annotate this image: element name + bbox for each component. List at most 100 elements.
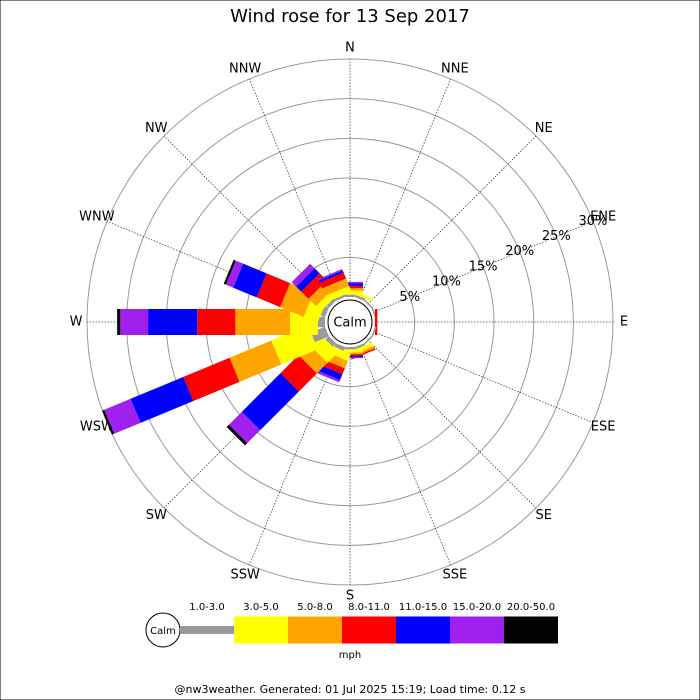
sector [318,269,352,302]
bar-segment [320,305,329,318]
bar-segment [318,269,343,281]
spoke [367,135,537,305]
bar-segment [280,355,317,392]
legend-calm-label: Calm [150,626,176,637]
legend-swatch [288,616,342,644]
sector [348,289,374,302]
legend-label: 20.0-50.0 [507,602,555,613]
legend-label: 3.0-5.0 [243,602,278,613]
bar-segment [120,309,149,335]
legend-swatch [180,626,234,634]
ring-label: 10% [432,275,461,290]
direction-label: NE [535,121,553,136]
bar-segment [354,343,366,350]
legend-label: 8.0-11.0 [348,602,390,613]
spoke [367,339,537,509]
bar-segment [326,298,336,308]
ring-label: 15% [469,259,498,274]
bar-segment [348,289,374,302]
bar-segment [102,409,115,435]
legend-label: 15.0-20.0 [453,602,501,613]
ring-label: 20% [505,244,534,259]
bar-segment [317,316,326,328]
bar-segment [296,268,320,292]
sector [371,326,377,337]
bar-segment [256,273,291,308]
sector [364,299,373,308]
bar-segment [337,290,363,295]
bar-segment [337,357,363,359]
bar-segment [334,294,346,301]
bar-segment [337,285,363,289]
direction-label: S [346,589,354,604]
ring-label: 5% [399,290,420,305]
direction-label: WSW [80,419,114,434]
direction-label: N [345,41,355,56]
bar-segment [291,263,315,287]
bar-segment [337,283,363,286]
bar-segment [374,309,378,335]
legend-swatch [504,616,558,644]
direction-label: WNW [79,210,115,225]
calm-circle [327,299,373,345]
bar-segment [228,411,261,444]
direction-label: E [620,315,628,330]
bar-segment [117,309,121,335]
bar-segment [229,340,282,382]
bar-segment [197,309,236,335]
bar-segment [364,336,373,345]
bar-segment [319,272,347,289]
spoke [359,78,452,300]
legend-swatch [396,616,450,644]
sector [117,309,326,335]
calm-label: Calm [333,316,366,331]
legend-swatch [450,616,504,644]
bar-segment [310,326,329,343]
ring-label: 30% [579,214,608,229]
bar-segment [344,347,356,350]
bar-segment [104,398,141,434]
bar-segment [148,309,198,335]
direction-label: NNW [229,61,261,76]
bar-segment [354,294,366,301]
bar-segment [337,355,363,358]
bar-segment [325,336,336,347]
bar-segment [337,352,363,355]
direction-label: SW [146,508,167,523]
sector [374,309,378,335]
bar-segment [130,376,194,423]
sector [364,336,373,345]
spoke [248,344,341,566]
bar-segment [235,309,291,335]
bar-segment [271,325,318,365]
spoke [372,331,594,424]
legend-swatch [342,616,396,644]
bar-segment [337,349,363,353]
spoke [359,344,452,566]
sector [102,325,329,435]
spoke [248,78,341,300]
direction-label: SSE [442,568,467,583]
footer: @nw3weather. Generated: 01 Jul 2025 15:1… [175,683,526,696]
bar-segment [233,263,267,298]
ring-label: 25% [542,229,571,244]
chart-title: Wind rose for 13 Sep 2017 [230,6,470,27]
bar-segment [334,343,346,351]
direction-label: ESE [591,419,616,434]
bar-segment [315,370,340,383]
bar-segment [315,364,343,381]
legend-swatch [234,616,288,644]
direction-label: SE [536,508,552,523]
bar-segment [344,294,356,297]
legend-label: 11.0-15.0 [399,602,447,613]
bar-segment [223,259,236,285]
bar-segment [325,285,352,302]
bar-segment [318,270,344,283]
bar-segment [241,373,299,431]
bar-segment [371,326,377,337]
unit-label: mph [339,650,361,661]
bar-segment [322,278,350,296]
legend-label: 5.0-8.0 [297,602,332,613]
bar-segment [226,424,248,446]
